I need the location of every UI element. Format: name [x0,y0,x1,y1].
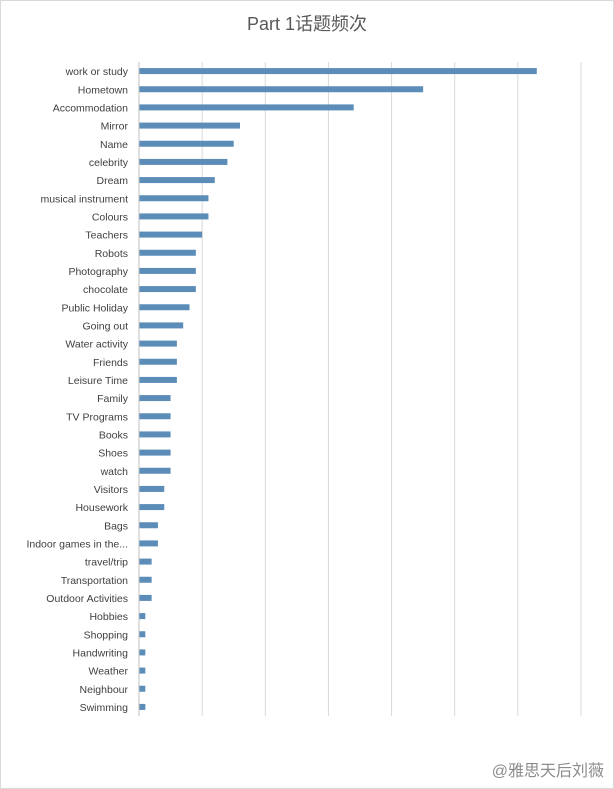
category-label: Dream [96,175,128,187]
bar [139,449,171,456]
category-label: Shopping [84,629,129,641]
bar [139,140,234,147]
category-label: Indoor games in the... [26,538,128,550]
category-label: Handwriting [73,647,129,659]
category-label: work or study [65,66,129,78]
bar [139,685,146,692]
category-label: Housework [75,502,128,514]
bar [139,649,146,656]
category-label: Accommodation [53,102,128,114]
bar [139,177,215,184]
chart-title: Part 1话题频次 [246,14,368,34]
category-label: chocolate [83,284,128,296]
bar [139,576,152,583]
category-label: Neighbour [80,684,129,696]
category-label: Hometown [78,84,128,96]
bar [139,504,165,511]
bar [139,395,171,402]
bar [139,286,196,293]
category-label: Leisure Time [68,375,128,387]
category-label: Photography [68,266,128,278]
category-label: travel/trip [85,557,128,569]
category-label: Friends [93,357,128,369]
bar [139,249,196,256]
bar [139,631,146,638]
category-label: Books [99,429,128,441]
bar [139,467,171,474]
bar [139,558,152,565]
category-label: Mirror [101,121,129,133]
bar [139,358,177,365]
bar [139,322,184,329]
category-label: celebrity [89,157,129,169]
category-label: Going out [82,320,128,332]
category-label: Swimming [80,702,129,714]
bar [139,485,165,492]
bar [139,195,209,202]
category-label: Robots [95,248,128,260]
bar [139,703,146,710]
category-label: Transportation [61,575,128,587]
watermark: @雅思天后刘薇 [491,763,604,780]
bar [139,231,203,238]
bar [139,267,196,274]
bar [139,213,209,220]
category-label: watch [100,466,129,478]
bar [139,122,241,129]
bar [139,431,171,438]
category-label: Hobbies [89,611,128,623]
category-label: Bags [104,520,128,532]
bar [139,613,146,620]
bar [139,86,424,93]
bar [139,304,190,311]
category-label: musical instrument [40,193,128,205]
bar [139,68,537,75]
bar [139,376,177,383]
bar [139,594,152,601]
bar [139,158,228,165]
category-label: Public Holiday [61,302,128,314]
bar [139,413,171,420]
bar [139,667,146,674]
category-label: TV Programs [66,411,128,423]
bar [139,340,177,347]
category-label: Teachers [85,230,128,242]
category-label: Family [97,393,129,405]
category-label: Name [100,139,128,151]
category-label: Shoes [98,448,128,460]
bar [139,540,158,547]
bar [139,104,354,111]
category-label: Weather [89,666,129,678]
category-label: Visitors [94,484,128,496]
category-label: Water activity [65,339,128,351]
category-label: Outdoor Activities [46,593,128,605]
category-label: Colours [92,211,128,223]
bar [139,522,158,529]
